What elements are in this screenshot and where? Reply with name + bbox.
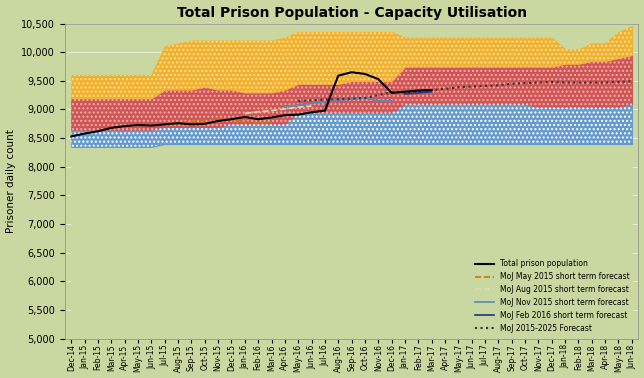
Y-axis label: Prisoner daily count: Prisoner daily count xyxy=(6,129,15,233)
Title: Total Prison Population - Capacity Utilisation: Total Prison Population - Capacity Utili… xyxy=(176,6,527,20)
Legend: Total prison population, MoJ May 2015 short term forecast, MoJ Aug 2015 short te: Total prison population, MoJ May 2015 sh… xyxy=(471,256,632,336)
